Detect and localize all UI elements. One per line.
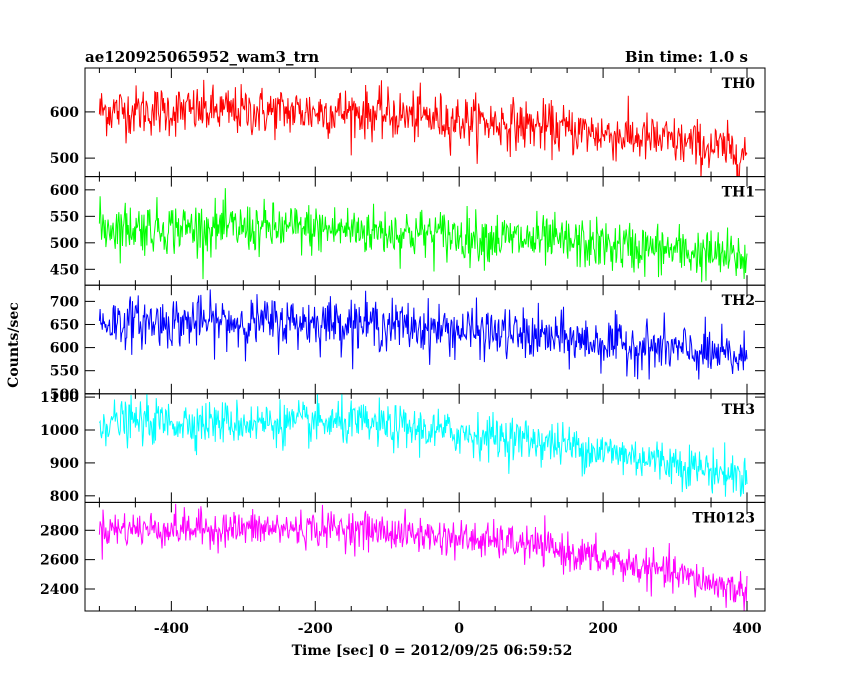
x-tick-label: -400 <box>154 621 189 637</box>
chart-title: ae120925065952_wam3_trn <box>85 48 319 66</box>
x-tick-label: -200 <box>298 621 333 637</box>
panel-label: TH0 <box>722 76 756 92</box>
y-tick-label: 450 <box>50 262 79 278</box>
y-tick-label: 1100 <box>40 390 79 406</box>
y-tick-label: 600 <box>50 183 79 199</box>
y-tick-label: 650 <box>50 317 79 333</box>
y-tick-label: 900 <box>50 456 79 472</box>
bin-time-label: Bin time: 1.0 s <box>625 48 748 66</box>
x-tick-label: 200 <box>588 621 617 637</box>
series-th1 <box>98 188 748 283</box>
y-tick-label: 800 <box>50 489 79 505</box>
panels-group: 500 600 TH0 450 500 550 600 TH1 500 550 600 650 700 T… <box>40 67 766 637</box>
y-tick-label: 600 <box>50 105 79 121</box>
x-tick-label: 0 <box>454 621 464 637</box>
x-axis-label: Time [sec] 0 = 2012/09/25 06:59:52 <box>292 643 573 659</box>
x-tick-label: 400 <box>732 621 761 637</box>
series-th0123 <box>98 503 748 611</box>
y-tick-label: 1000 <box>40 423 79 439</box>
panel-frame <box>84 501 766 612</box>
panel-th0: 500 600 TH0 <box>50 67 766 178</box>
y-tick-label: 550 <box>50 209 79 225</box>
panel-label: TH3 <box>722 402 755 418</box>
panel-th3: 800 900 1000 1100 TH3 <box>40 390 766 505</box>
y-tick-label: 2600 <box>40 553 79 569</box>
panel-label: TH2 <box>722 293 755 309</box>
y-tick-label: 500 <box>50 151 79 167</box>
y-tick-label: 700 <box>50 294 79 310</box>
y-tick-label: 500 <box>50 387 79 403</box>
panel-label: TH0123 <box>692 510 755 526</box>
panel-th0123: 2400 2600 2800 TH0123 <box>40 501 766 612</box>
y-tick-label: 2800 <box>40 523 79 539</box>
panel-th2: 500 550 600 650 700 TH2 <box>50 284 766 403</box>
series-th0 <box>98 79 748 177</box>
y-tick-label: 500 <box>50 236 79 252</box>
panel-frame <box>84 393 766 503</box>
panel-frame <box>84 67 766 178</box>
panel-label: TH1 <box>722 185 755 201</box>
series-th3 <box>98 393 748 497</box>
panel-th1: 450 500 550 600 TH1 <box>50 176 766 286</box>
y-tick-label: 2400 <box>40 582 79 598</box>
y-tick-label: 550 <box>50 364 79 380</box>
y-axis-label: Counts/sec <box>6 302 22 388</box>
series-th2 <box>98 289 748 380</box>
y-tick-label: 600 <box>50 341 79 357</box>
